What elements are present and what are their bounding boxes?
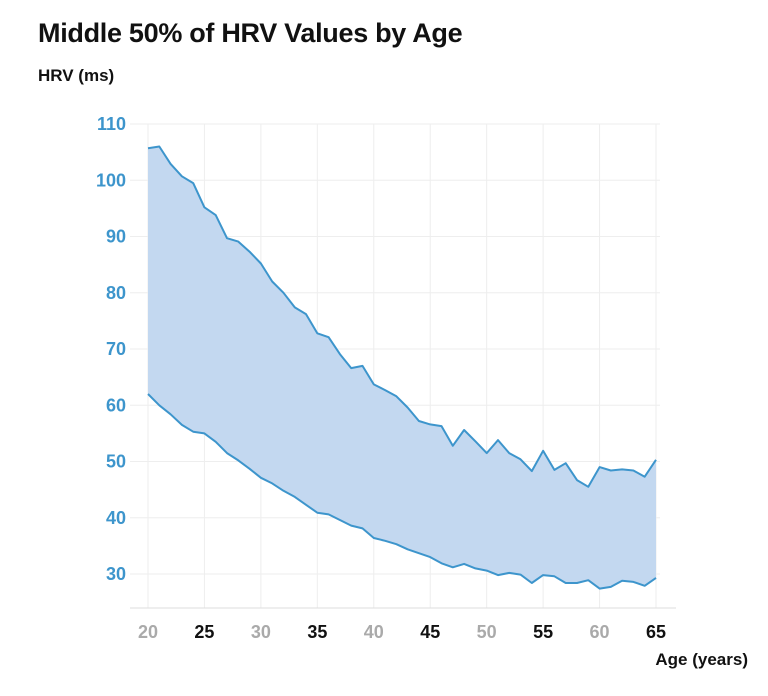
x-tick-label: 20 — [138, 622, 158, 642]
y-tick-label: 40 — [106, 508, 126, 528]
y-tick-label: 30 — [106, 564, 126, 584]
x-tick-label: 25 — [194, 622, 214, 642]
x-tick-label: 45 — [420, 622, 440, 642]
y-tick-label: 60 — [106, 395, 126, 415]
x-tick-label: 40 — [364, 622, 384, 642]
x-tick-label: 30 — [251, 622, 271, 642]
x-tick-label: 50 — [477, 622, 497, 642]
chart-title: Middle 50% of HRV Values by Age — [38, 18, 463, 48]
x-tick-label: 55 — [533, 622, 553, 642]
y-tick-label: 50 — [106, 452, 126, 472]
y-tick-label: 100 — [96, 170, 126, 190]
y-tick-label: 110 — [97, 114, 126, 134]
y-tick-labels: 30 40 50 60 70 80 90 100 110 — [96, 114, 126, 584]
y-tick-label: 80 — [106, 283, 126, 303]
lower-quartile-line — [147, 393, 657, 590]
upper-quartile-line — [147, 145, 657, 488]
x-tick-label: 65 — [646, 622, 666, 642]
x-tick-label: 35 — [307, 622, 327, 642]
y-tick-label: 70 — [106, 339, 126, 359]
x-tick-labels: 20 25 30 35 40 45 50 55 60 65 — [138, 622, 666, 642]
y-tick-label: 90 — [106, 227, 126, 247]
y-axis-label: HRV (ms) — [38, 66, 115, 85]
x-tick-label: 60 — [590, 622, 610, 642]
interquartile-band — [148, 146, 656, 589]
x-axis-label: Age (years) — [655, 650, 748, 669]
